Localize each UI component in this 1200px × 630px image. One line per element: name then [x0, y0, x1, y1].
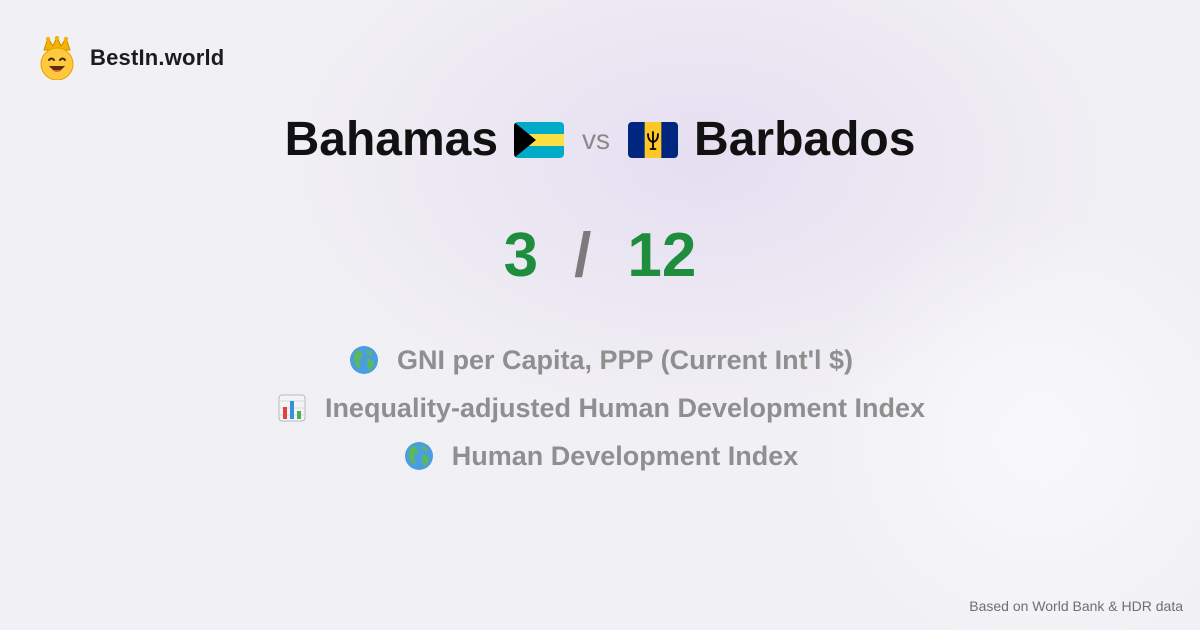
bahamas-flag-icon	[514, 121, 565, 158]
crown-emoji-face-icon	[38, 35, 76, 81]
bar-chart-icon	[275, 391, 309, 425]
brand-name: BestIn.world	[90, 45, 225, 70]
score-separator: /	[574, 221, 592, 290]
vs-label: vs	[582, 123, 611, 155]
data-source-note: Based on World Bank & HDR data	[969, 598, 1183, 614]
right-score: 12	[627, 221, 697, 290]
metric-item-ihdi[interactable]: Inequality-adjusted Human Development In…	[0, 384, 1200, 432]
left-score: 3	[503, 221, 539, 290]
barbados-flag-icon	[628, 121, 679, 158]
metric-list: GNI per Capita, PPP (Current Int'l $) In…	[0, 336, 1200, 480]
metric-item-gni[interactable]: GNI per Capita, PPP (Current Int'l $)	[0, 336, 1200, 384]
metric-label: GNI per Capita, PPP (Current Int'l $)	[397, 344, 853, 375]
score-display: 3 / 12	[0, 220, 1200, 291]
left-country-name[interactable]: Bahamas	[284, 113, 499, 166]
globe-icon	[347, 343, 381, 377]
metric-item-hdi[interactable]: Human Development Index	[0, 432, 1200, 480]
globe-icon	[402, 439, 436, 473]
metric-label: Human Development Index	[451, 440, 799, 471]
comparison-title: Bahamas vs Barbados	[0, 112, 1200, 167]
brand[interactable]: BestIn.world	[38, 35, 225, 81]
right-country-name[interactable]: Barbados	[694, 113, 916, 166]
metric-label: Inequality-adjusted Human Development In…	[324, 392, 926, 423]
